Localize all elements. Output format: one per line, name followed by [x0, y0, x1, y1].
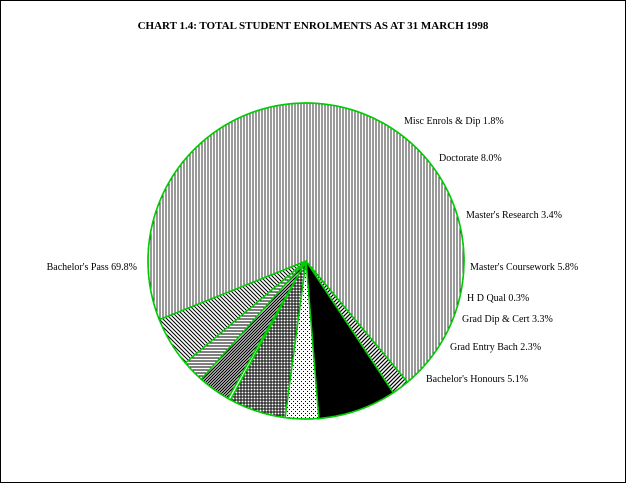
- slice-label-misc: Misc Enrols & Dip 1.8%: [404, 116, 504, 127]
- pie-outline: [147, 102, 465, 420]
- slice-label-masters-research: Master's Research 3.4%: [466, 210, 562, 221]
- slice-label-hd-qual: H D Qual 0.3%: [467, 293, 529, 304]
- slice-label-masters-coursework: Master's Coursework 5.8%: [470, 262, 578, 273]
- slice-label-bachelors-honours: Bachelor's Honours 5.1%: [426, 374, 528, 385]
- slice-label-bachelors-pass: Bachelor's Pass 69.8%: [47, 262, 137, 273]
- slice-label-doctorate: Doctorate 8.0%: [439, 153, 502, 164]
- chart-title: CHART 1.4: TOTAL STUDENT ENROLMENTS AS A…: [137, 20, 489, 32]
- slice-label-grad-entry-bach: Grad Entry Bach 2.3%: [450, 342, 541, 353]
- slice-label-grad-dip-cert: Grad Dip & Cert 3.3%: [462, 314, 553, 325]
